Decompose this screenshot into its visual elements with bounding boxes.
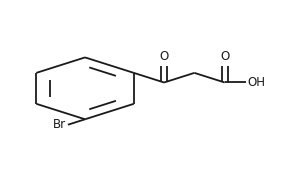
Text: OH: OH [247,76,265,89]
Text: O: O [159,50,169,63]
Text: O: O [220,50,229,63]
Text: Br: Br [53,118,66,131]
